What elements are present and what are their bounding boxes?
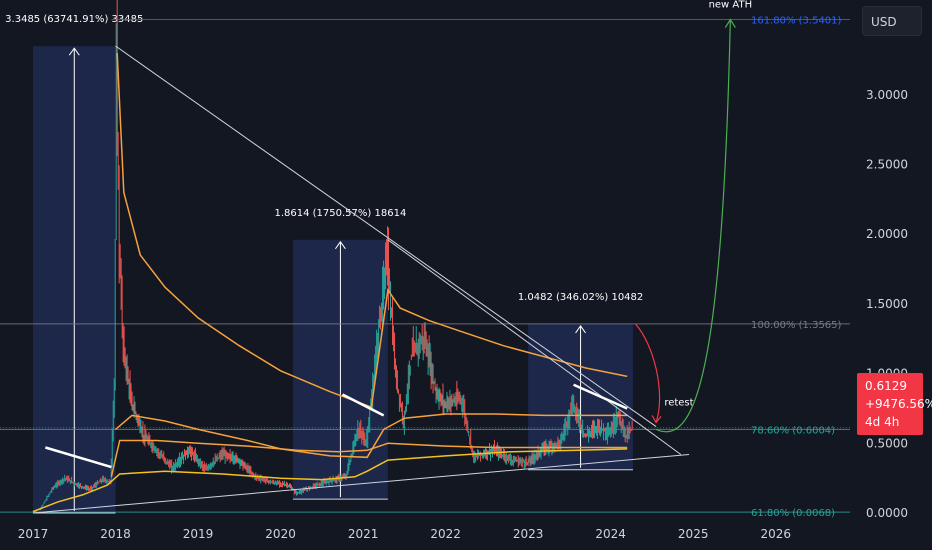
x-tick-9: 2026 bbox=[760, 527, 791, 541]
y-tick-3: 1.5000 bbox=[866, 297, 908, 311]
measure-arrowhead-1 bbox=[335, 240, 346, 250]
white-mark-2 bbox=[573, 383, 628, 410]
x-tick-2: 2019 bbox=[183, 527, 214, 541]
y-tick-4: 2.0000 bbox=[866, 227, 908, 241]
x-axis: 2017 2018 2019 2020 2021 2022 2023 2024 2025 2026 bbox=[18, 527, 791, 541]
currency-selector[interactable]: USD bbox=[862, 6, 922, 36]
retest-arrowhead bbox=[651, 415, 662, 424]
moving-averages-layer bbox=[32, 52, 628, 513]
trendlines-layer bbox=[32, 45, 690, 514]
current-price: 0.6129 bbox=[865, 379, 907, 393]
y-tick-1: 0.5000 bbox=[866, 436, 908, 450]
white-mark-0 bbox=[45, 446, 112, 469]
retest-curve bbox=[634, 323, 661, 423]
current-price-badge: 0.6129 +9476.56% 4d 4h bbox=[857, 373, 932, 435]
y-tick-6: 3.0000 bbox=[866, 88, 908, 102]
measure-arrowhead-2 bbox=[575, 325, 586, 334]
moving-average-1 bbox=[115, 413, 628, 459]
white-mark-1 bbox=[341, 393, 385, 417]
fib-label-1: 100.00% (1.3565) bbox=[751, 320, 842, 331]
measure-boxes-layer: 3.3485 (63741.91%) 33485 1.8614 (1750.57%… bbox=[5, 14, 643, 514]
x-tick-4: 2021 bbox=[348, 527, 379, 541]
fib-label-2: 78.60% (0.6004) bbox=[751, 425, 835, 436]
moving-average-0 bbox=[116, 52, 628, 409]
ath-curve bbox=[655, 19, 731, 433]
trendline-2 bbox=[32, 453, 690, 514]
ath-arrowhead bbox=[724, 18, 736, 28]
x-tick-7: 2024 bbox=[595, 527, 626, 541]
moving-average-2 bbox=[110, 439, 628, 477]
measure-label-2: 1.0482 (346.02%) 10482 bbox=[518, 292, 643, 303]
x-tick-5: 2022 bbox=[430, 527, 461, 541]
x-tick-0: 2017 bbox=[18, 527, 49, 541]
trendline-1 bbox=[387, 239, 682, 455]
x-tick-8: 2025 bbox=[678, 527, 709, 541]
fib-label-0: 161.80% (3.5401) bbox=[751, 16, 842, 27]
retest-label: retest bbox=[664, 398, 693, 409]
projection-layer: retest new ATH bbox=[634, 0, 753, 433]
measure-arrowhead-0 bbox=[68, 47, 80, 56]
x-tick-3: 2020 bbox=[265, 527, 296, 541]
measure-label-0: 3.3485 (63741.91%) 33485 bbox=[5, 14, 143, 25]
x-tick-6: 2023 bbox=[513, 527, 544, 541]
fib-label-3: 61.80% (0.0068) bbox=[751, 508, 835, 519]
y-tick-5: 2.5000 bbox=[866, 158, 908, 172]
y-axis: 0.00000.50001.00001.50002.00002.50003.00… bbox=[866, 88, 908, 520]
ath-label: new ATH bbox=[709, 0, 753, 11]
x-tick-1: 2018 bbox=[100, 527, 131, 541]
currency-label: USD bbox=[871, 15, 897, 29]
candle-countdown: 4d 4h bbox=[865, 415, 900, 429]
price-change: +9476.56% bbox=[865, 397, 932, 411]
trendline-0 bbox=[115, 45, 657, 428]
moving-average-3 bbox=[32, 448, 628, 513]
y-tick-0: 0.0000 bbox=[866, 506, 908, 520]
measure-label-1: 1.8614 (1750.57%) 18614 bbox=[274, 208, 406, 219]
